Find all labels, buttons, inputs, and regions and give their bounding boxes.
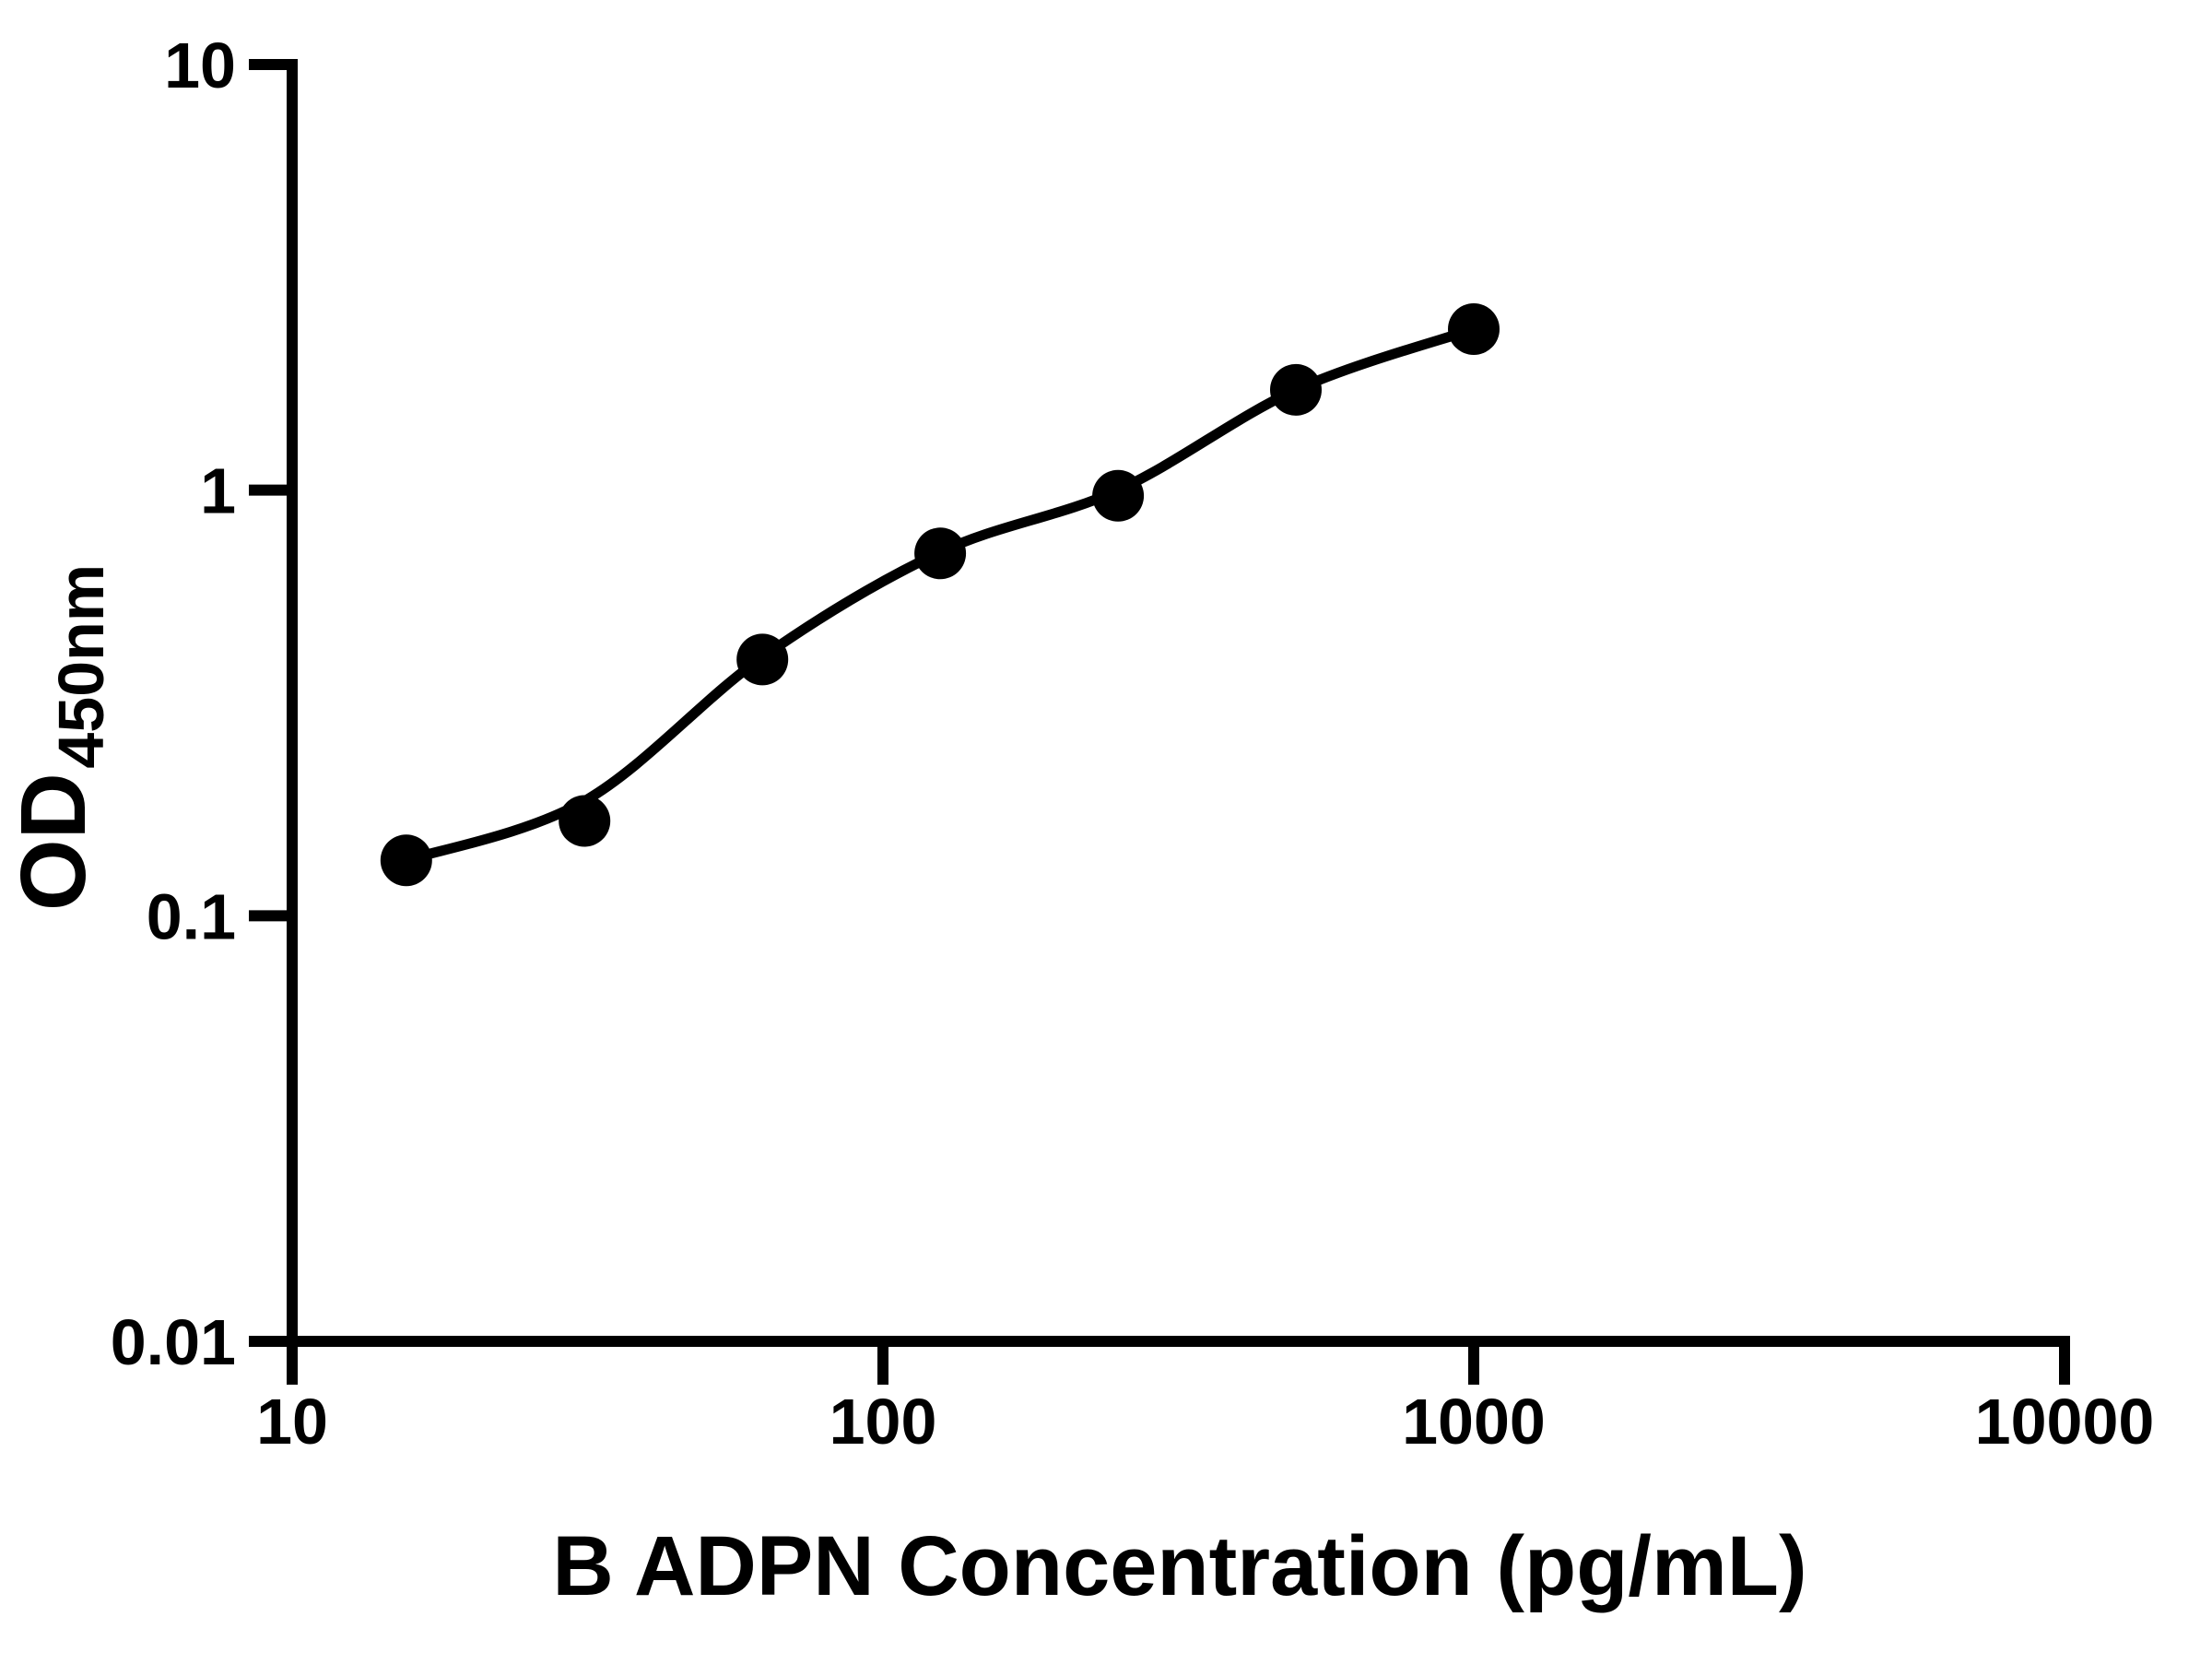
axes-layer bbox=[249, 59, 2070, 1385]
data-point bbox=[1270, 363, 1322, 416]
y-axis-title-main: OD bbox=[2, 773, 105, 911]
y-axis-title: OD 450nm bbox=[2, 564, 117, 911]
data-point bbox=[380, 834, 432, 887]
data-point bbox=[559, 795, 611, 847]
y-tick-label: 10 bbox=[164, 30, 236, 101]
data-point bbox=[914, 527, 967, 580]
data-point bbox=[736, 633, 789, 686]
fit-curve-layer bbox=[401, 324, 1479, 866]
y-tick-label: 1 bbox=[200, 455, 236, 527]
y-tick-label: 0.1 bbox=[147, 880, 236, 952]
data-point-layer bbox=[380, 303, 1500, 887]
x-tick-label: 10000 bbox=[1975, 1386, 2155, 1457]
x-tick-label: 10 bbox=[256, 1386, 328, 1457]
x-tick-label: 1000 bbox=[1402, 1386, 1546, 1457]
x-axis-title: B ADPN Concentration (pg/mL) bbox=[552, 1519, 1806, 1613]
data-point bbox=[1448, 303, 1500, 355]
tick-label-layer: 10 1 0.1 0.01 10 100 1000 10000 bbox=[111, 30, 2155, 1457]
y-axis-title-subscript: 450nm bbox=[45, 564, 117, 769]
y-tick-label: 0.01 bbox=[111, 1306, 236, 1378]
data-point bbox=[1092, 469, 1145, 522]
fit-curve bbox=[401, 324, 1479, 866]
x-tick-label: 100 bbox=[830, 1386, 937, 1457]
